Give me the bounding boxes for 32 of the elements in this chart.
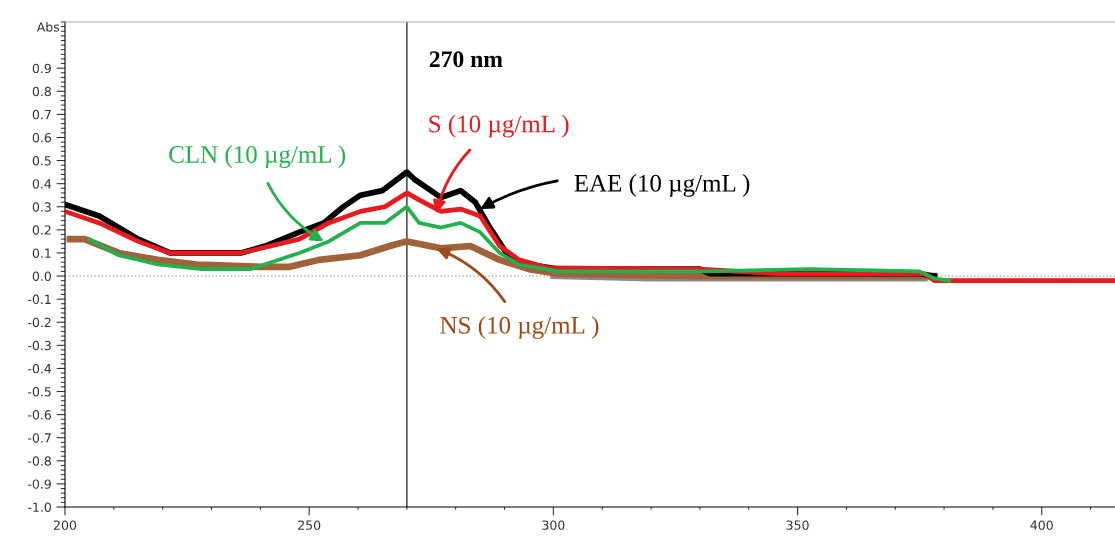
y-tick-label: 0.4 — [32, 179, 52, 189]
x-tick-label: 350 — [786, 520, 809, 530]
x-tick-label: 400 — [1030, 520, 1053, 530]
y-tick-label: -0.6 — [28, 410, 52, 420]
y-tick-label: 0.7 — [32, 109, 51, 120]
line-series — [87, 204, 951, 283]
y-tick-label: -0.3 — [28, 340, 51, 351]
y-tick-label: 0.5 — [32, 156, 51, 166]
ref-line-label: 270 nm — [429, 51, 503, 68]
y-tick-label: -0.1 — [28, 294, 51, 305]
y-tick-label: -1.0 — [28, 502, 51, 512]
y-tick-label: 0.8 — [32, 86, 51, 97]
annotation: EAE (10 µg/mL ) — [574, 174, 750, 197]
y-tick-label: 0.9 — [32, 63, 51, 74]
y-tick-label: 0.6 — [32, 132, 52, 143]
annotation: CLN (10 µg/mL ) — [169, 145, 346, 169]
y-tick-label: 0.2 — [32, 225, 51, 235]
y-tick-label: 0.1 — [32, 248, 51, 258]
annotation: NS (10 µg/mL ) — [440, 316, 599, 339]
x-tick-label: 200 — [53, 520, 77, 530]
y-tick-label: -0.7 — [28, 433, 51, 443]
y-tick-label: -0.4 — [28, 363, 52, 374]
y-tick-label: -0.9 — [28, 479, 51, 489]
annotation: S (10 µg/mL ) — [429, 114, 569, 138]
y-tick-label: -0.8 — [28, 456, 51, 466]
x-tick-label: 300 — [542, 520, 565, 530]
x-tick-label: 250 — [298, 520, 321, 530]
y-tick-label: -0.2 — [28, 317, 51, 328]
y-tick-label: 0.3 — [32, 202, 51, 212]
y-axis-title: Abs — [36, 22, 60, 32]
y-tick-label: -0.5 — [28, 387, 51, 397]
y-tick-label: 0.0 — [32, 271, 51, 281]
